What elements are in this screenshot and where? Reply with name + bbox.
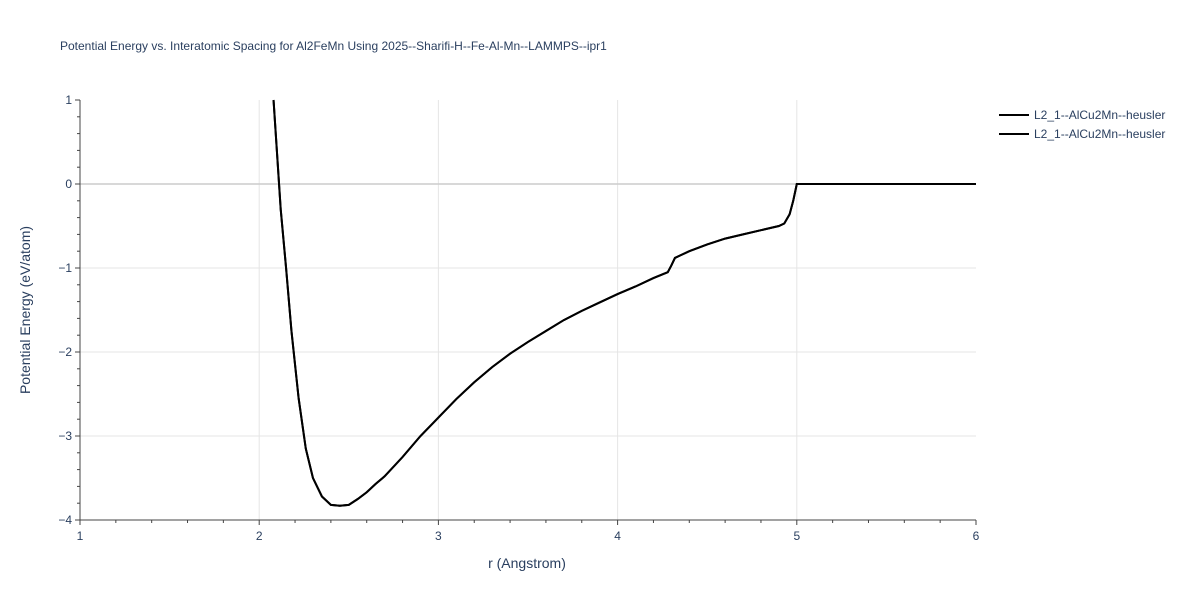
series-line-2: [272, 99, 976, 507]
y-tick-label: −4: [58, 513, 72, 527]
x-tick-label: 2: [256, 529, 263, 543]
x-tick-label: 1: [77, 529, 84, 543]
series-lines: [272, 99, 976, 507]
legend-label-2: L2_1--AlCu2Mn--heusler: [1034, 127, 1165, 141]
y-tick-label: −3: [58, 429, 72, 443]
x-tick-label: 6: [973, 529, 980, 543]
legend[interactable]: L2_1--AlCu2Mn--heusler L2_1--AlCu2Mn--heu…: [999, 108, 1165, 141]
axes: [75, 99, 977, 525]
x-tick-label: 4: [614, 529, 621, 543]
series-line-1: [272, 99, 976, 507]
y-tick-label: −2: [58, 345, 72, 359]
x-axis-label: r (Angstrom): [488, 555, 566, 571]
y-tick-label: 0: [65, 177, 72, 191]
y-axis-label: Potential Energy (eV/atom): [17, 226, 33, 394]
chart-title: Potential Energy vs. Interatomic Spacing…: [60, 39, 607, 53]
tick-labels: 1 2 3 4 5 6 1 0 −1 −2 −3 −4: [58, 93, 979, 543]
y-tick-label: −1: [58, 261, 72, 275]
x-tick-label: 5: [793, 529, 800, 543]
grid-lines: [80, 100, 976, 520]
y-tick-label: 1: [65, 93, 72, 107]
legend-label-1: L2_1--AlCu2Mn--heusler: [1034, 108, 1165, 122]
x-tick-label: 3: [435, 529, 442, 543]
